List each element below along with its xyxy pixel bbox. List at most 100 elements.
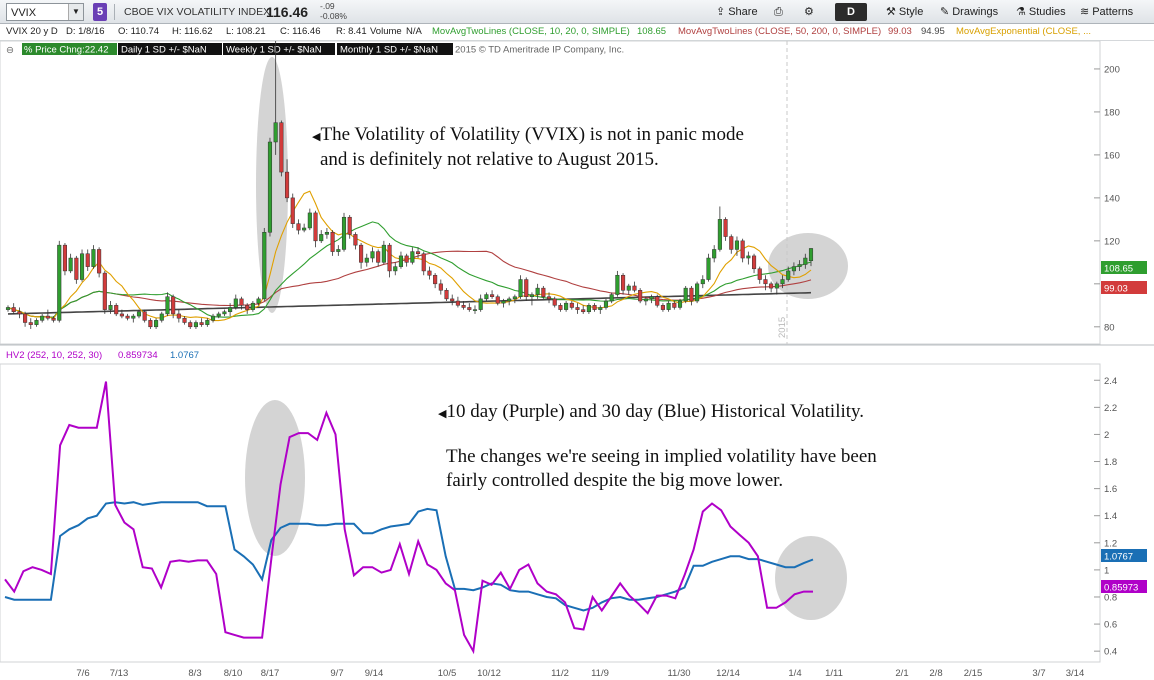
hv30-last-tag-bg <box>1101 549 1147 562</box>
link-badge[interactable]: 5 <box>93 3 107 21</box>
change-value: -.09 <box>320 1 335 11</box>
weekly-pill <box>223 43 335 55</box>
candle-body <box>148 320 153 328</box>
candle-body <box>74 257 79 280</box>
candle-body <box>290 197 295 224</box>
volume-value: N/A <box>406 26 422 37</box>
hv-panel <box>0 363 1101 663</box>
price-chng-pill <box>22 43 117 55</box>
bar-date: D: 1/8/16 <box>66 26 105 37</box>
candle-body <box>450 298 455 302</box>
candle-body <box>142 311 147 321</box>
symbol-description: CBOE VIX VOLATILITY INDEX <box>124 6 271 18</box>
candle-body <box>780 279 785 285</box>
candle-body <box>182 317 187 323</box>
candle-body <box>575 307 580 310</box>
hv-tick-label: 1.4 <box>1104 511 1117 522</box>
patterns-button[interactable]: ≋ Patterns <box>1076 3 1137 21</box>
studies-label: Studies <box>1028 6 1066 18</box>
candle-body <box>598 307 603 310</box>
candle-body <box>433 274 438 285</box>
candle-body <box>507 298 512 302</box>
candle-body <box>176 313 181 319</box>
candle-body <box>353 234 358 246</box>
price-tick-label: 180 <box>1104 107 1120 118</box>
hv-study-label[interactable]: HV2 (252, 10, 252, 30) <box>6 350 102 361</box>
candle-body <box>643 298 648 302</box>
share-button[interactable]: ⇪ Share <box>712 3 762 21</box>
candle-body <box>57 244 62 321</box>
candle-body <box>393 266 398 272</box>
candle-body <box>136 311 142 317</box>
candle-body <box>307 212 312 229</box>
ma50-last-tag: 99.03 <box>1104 284 1128 295</box>
candle-body <box>786 270 791 280</box>
lower-annotation-line3: fairly controlled despite the big move l… <box>446 470 783 491</box>
candle-body <box>569 302 574 308</box>
hv-tick-label: 0.4 <box>1104 647 1117 658</box>
candle-body <box>23 313 28 323</box>
hv30-header-value: 1.0767 <box>170 350 199 361</box>
price-tick-label: 160 <box>1104 150 1120 161</box>
candle-body <box>472 309 478 311</box>
date-tick-label: 10/5 <box>438 668 457 679</box>
candle-body <box>444 290 449 300</box>
candle-body <box>222 311 227 315</box>
ma1-label[interactable]: MovAvgTwoLines (CLOSE, 10, 20, 0, SIMPLE… <box>432 26 630 37</box>
candle-body <box>717 219 722 250</box>
candle-body <box>296 223 301 231</box>
candle-body <box>518 279 523 297</box>
candle-body <box>740 240 745 259</box>
bar-open: O: 110.74 <box>118 26 160 37</box>
candle-body <box>757 268 762 280</box>
price-tick-label: 140 <box>1104 193 1120 204</box>
hv10-header-value: 0.859734 <box>118 350 158 361</box>
upper-annotation-line2: and is definitely not relative to August… <box>320 149 659 170</box>
symbol-input[interactable]: VVIX ▼ <box>6 3 84 21</box>
style-icon: ⚒ <box>886 6 896 18</box>
candle-body <box>564 302 569 310</box>
candle-body <box>359 244 364 263</box>
period-button[interactable]: D <box>835 3 867 21</box>
hv-tick-label: 2 <box>1104 430 1109 441</box>
ma3-label[interactable]: MovAvgExponential (CLOSE, ... <box>956 26 1091 37</box>
candle-body <box>603 300 609 308</box>
studies-button[interactable]: ⚗ Studies <box>1012 3 1070 21</box>
collapse-icon[interactable]: ⊖ <box>6 45 14 56</box>
date-tick-label: 11/9 <box>591 668 609 679</box>
candle-body <box>478 298 483 310</box>
ma2-label[interactable]: MovAvgTwoLines (CLOSE, 50, 200, 0, SIMPL… <box>678 26 882 37</box>
date-axis: 7/6 7/13 8/3 8/10 8/17 9/7 9/14 10/5 10/12 11/2 11… <box>76 668 1084 679</box>
candle-body <box>649 296 654 300</box>
candle-body <box>108 305 113 310</box>
price-tick-label: 80 <box>1104 322 1115 333</box>
candle-body <box>729 236 734 250</box>
date-tick-label: 10/12 <box>477 668 501 679</box>
drawings-button[interactable]: ✎ Drawings <box>936 3 1002 21</box>
print-button[interactable]: ⎙ <box>770 3 790 21</box>
share-label: Share <box>728 6 758 18</box>
date-tick-label: 9/7 <box>330 668 343 679</box>
candle-body <box>267 141 273 233</box>
candle-body <box>324 232 329 235</box>
candle-body <box>558 305 563 310</box>
candle-body <box>695 283 700 302</box>
hv-tick-label: 2.2 <box>1104 403 1117 414</box>
hv30-last-tag: 1.0767 <box>1104 552 1133 563</box>
candle-body <box>421 253 426 272</box>
candle-body <box>364 257 369 263</box>
candle-body <box>484 294 489 300</box>
drawings-label: Drawings <box>952 6 999 18</box>
candle-body <box>262 232 267 300</box>
date-tick-label: 11/2 <box>551 668 569 679</box>
hv-tick-label: 1.2 <box>1104 538 1117 549</box>
settings-button[interactable]: ⚙ <box>800 3 821 21</box>
candle-body <box>285 171 290 199</box>
ma2-value1: 99.03 <box>888 26 912 37</box>
chevron-down-icon[interactable]: ▼ <box>68 4 83 20</box>
candle-body <box>706 257 711 280</box>
date-tick-label: 11/30 <box>667 668 690 679</box>
style-button[interactable]: ⚒ Style <box>882 3 927 21</box>
date-tick-label: 3/14 <box>1066 668 1085 679</box>
